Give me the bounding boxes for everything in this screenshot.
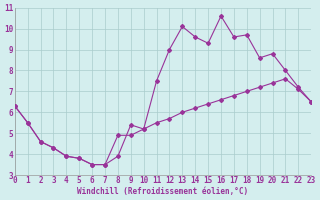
- X-axis label: Windchill (Refroidissement éolien,°C): Windchill (Refroidissement éolien,°C): [77, 187, 249, 196]
